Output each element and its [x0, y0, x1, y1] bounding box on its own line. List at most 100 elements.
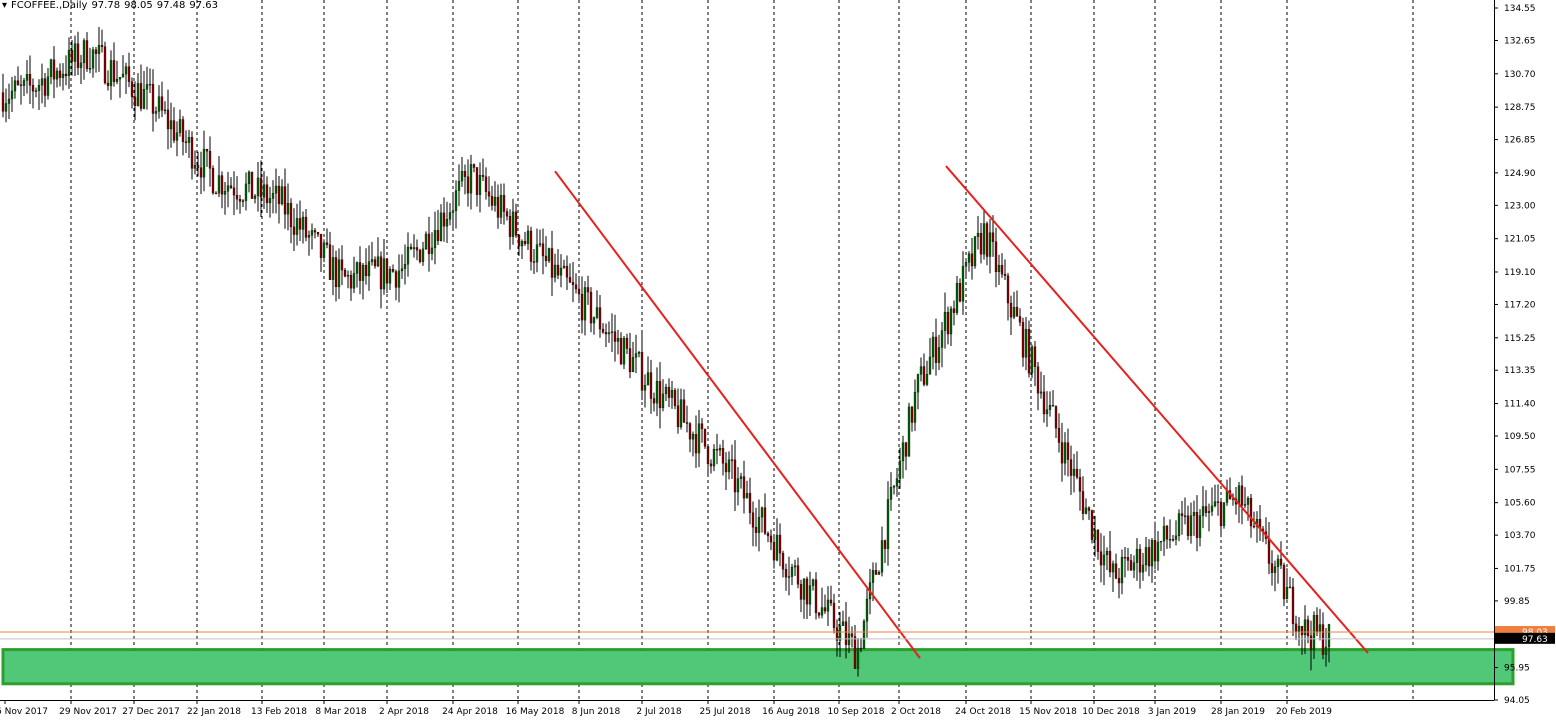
bull-candle	[1192, 512, 1196, 516]
bear-candle	[1183, 515, 1187, 517]
price-tick: 115.25	[1494, 334, 1536, 344]
bull-candle	[1162, 525, 1166, 542]
support-zone-rect	[1, 648, 1515, 686]
bull-candle	[553, 264, 557, 278]
bull-candle	[559, 267, 563, 276]
time-tick-label: 24 Oct 2018	[955, 707, 1011, 717]
price-tick: 130.70	[1494, 70, 1536, 80]
bear-candle	[283, 186, 287, 215]
bear-candle	[850, 633, 854, 637]
price-tick: 99.85	[1494, 597, 1530, 607]
bull-candle	[367, 261, 371, 277]
time-tick: 20 Feb 2019	[1276, 700, 1332, 717]
bull-candle	[931, 336, 935, 358]
trendline	[945, 165, 1369, 654]
bear-candle	[1018, 316, 1022, 323]
bull-candle	[736, 478, 740, 493]
bull-candle	[34, 90, 38, 92]
bull-candle	[838, 625, 842, 641]
bull-candle	[226, 185, 230, 192]
bull-candle	[1102, 554, 1106, 566]
bull-candle	[454, 190, 458, 211]
bear-candle	[688, 423, 692, 440]
bear-candle	[523, 241, 527, 244]
bear-candle	[1081, 491, 1085, 514]
bear-candle	[409, 246, 413, 249]
bear-candle	[58, 70, 62, 78]
bull-candle	[469, 164, 473, 194]
bull-candle	[943, 311, 947, 331]
bull-candle	[61, 73, 65, 78]
bull-candle	[808, 585, 812, 605]
bull-candle	[361, 264, 365, 281]
bull-candle	[760, 507, 764, 518]
bear-candle	[598, 307, 602, 330]
bull-candle	[646, 372, 650, 386]
time-tick-label: 29 Nov 2017	[59, 707, 117, 717]
price-tick-label: 94.05	[1504, 696, 1530, 706]
price-tick-label: 130.70	[1504, 70, 1536, 80]
bear-candle	[517, 235, 521, 247]
bear-candle	[652, 398, 656, 404]
bear-candle	[1, 92, 5, 112]
bull-candle	[403, 264, 407, 269]
time-tick-label: 15 Nov 2018	[1019, 707, 1077, 717]
bear-candle	[1240, 485, 1244, 506]
price-tick-label: 107.55	[1504, 465, 1536, 475]
bull-candle	[148, 83, 152, 86]
bull-candle	[583, 287, 587, 321]
bull-candle	[55, 70, 59, 80]
time-tick: 22 Jan 2018	[187, 700, 241, 717]
time-axis: 6 Nov 2017 29 Nov 2017 27 Dec 2017 22 Jan 2…	[0, 700, 1494, 717]
time-tick: 25 Jul 2018	[700, 700, 751, 717]
bull-candle	[1135, 548, 1139, 563]
bull-candle	[118, 77, 122, 80]
bear-candle	[1138, 548, 1142, 573]
bear-candle	[979, 233, 983, 255]
bear-candle	[574, 284, 578, 290]
bull-candle	[40, 78, 44, 86]
bear-candle	[817, 612, 821, 616]
candles	[1, 26, 1331, 677]
bull-candle	[622, 338, 626, 365]
bull-candle	[664, 386, 668, 395]
bull-candle	[142, 89, 146, 109]
bear-candle	[778, 534, 782, 554]
bear-candle	[259, 177, 263, 198]
bull-candle	[1168, 539, 1172, 541]
bull-candle	[376, 256, 380, 267]
collapse-triangle-icon[interactable]: ▾	[2, 0, 8, 11]
bear-candle	[625, 338, 629, 349]
bull-candle	[1084, 507, 1088, 514]
bear-candle	[496, 196, 500, 218]
bull-candle	[901, 442, 905, 462]
bull-candle	[949, 308, 953, 335]
bear-candle	[1078, 477, 1082, 492]
bull-candle	[337, 259, 341, 288]
bull-candle	[631, 357, 635, 373]
price-level-lines	[0, 631, 1494, 640]
support-zone	[1, 648, 1515, 686]
bear-candle	[250, 171, 254, 199]
bear-candle	[103, 46, 107, 84]
bull-candle	[1024, 329, 1028, 358]
bull-candle	[562, 265, 566, 269]
low-value: 97.48	[156, 0, 186, 11]
bear-candle	[16, 80, 20, 85]
bear-candle	[1069, 459, 1073, 476]
bull-candle	[679, 399, 683, 428]
bull-candle	[493, 196, 497, 206]
bull-candle	[202, 149, 206, 178]
bear-candle	[1282, 565, 1286, 600]
bear-candle	[586, 287, 590, 293]
bear-candle	[475, 167, 479, 195]
bull-candle	[511, 211, 515, 237]
time-tick-label: 25 Jul 2018	[700, 707, 751, 717]
bear-candle	[1108, 551, 1112, 573]
bear-candle	[172, 120, 176, 141]
bear-candle	[208, 151, 212, 169]
bull-candle	[982, 223, 986, 255]
bear-candle	[565, 265, 569, 278]
bull-candle	[1141, 564, 1145, 573]
